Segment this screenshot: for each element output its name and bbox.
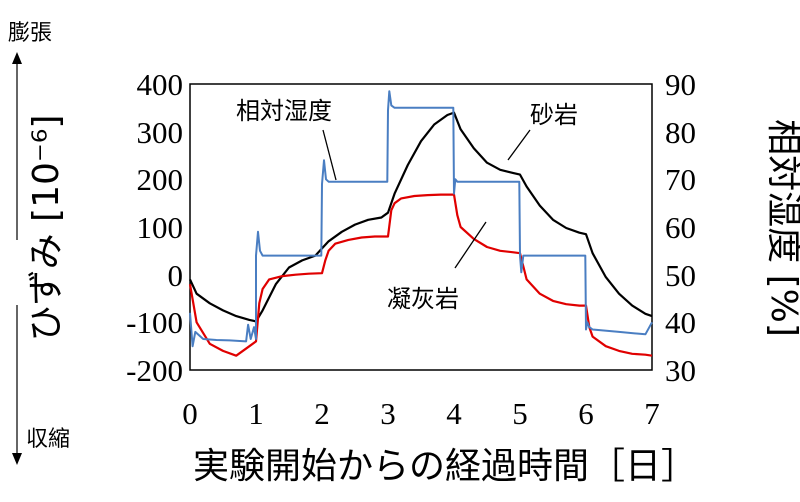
left-tick-label: 400 — [137, 67, 184, 102]
left-tick-label: 300 — [137, 115, 184, 150]
right-axis-ticks: 90 80 70 60 50 40 30 — [665, 67, 696, 388]
contraction-label: 収縮 — [26, 427, 70, 452]
left-axis-title: ひずみ [10⁻⁶] — [26, 115, 67, 342]
left-tick-label: -100 — [126, 305, 183, 340]
humidity-annotation: 相対湿度 — [236, 97, 332, 125]
right-axis-title: 相対湿度 [%] — [763, 119, 800, 337]
left-tick-label: 0 — [168, 258, 184, 293]
right-tick-label: 90 — [665, 67, 696, 102]
sandstone-annotation: 砂岩 — [530, 101, 578, 129]
x-tick-label: 2 — [314, 396, 330, 431]
tuff-leader-line — [454, 221, 487, 269]
x-tick-label: 6 — [578, 396, 594, 431]
series-line-0 — [189, 111, 653, 323]
left-tick-label: 100 — [137, 210, 184, 245]
plot-frame — [189, 83, 653, 371]
right-tick-label: 60 — [665, 210, 696, 245]
x-axis-ticks: 0 1 2 3 4 5 6 7 — [182, 396, 660, 431]
right-tick-label: 80 — [665, 115, 696, 150]
sandstone-leader-line — [507, 129, 531, 161]
series-layer — [188, 90, 653, 357]
x-tick-label: 1 — [248, 396, 264, 431]
x-tick-label: 0 — [182, 396, 198, 431]
left-tick-label: 200 — [137, 162, 184, 197]
x-tick-label: 3 — [380, 396, 396, 431]
left-axis-ticks: 400 300 200 100 0 -100 -200 — [126, 67, 183, 388]
x-tick-label: 7 — [644, 396, 660, 431]
x-tick-label: 5 — [512, 396, 528, 431]
right-tick-label: 70 — [665, 162, 696, 197]
tuff-annotation: 凝灰岩 — [387, 285, 459, 313]
right-tick-label: 30 — [665, 353, 696, 388]
right-tick-label: 50 — [665, 258, 696, 293]
x-tick-label: 4 — [446, 396, 462, 431]
left-tick-label: -200 — [126, 353, 183, 388]
expansion-arrow-icon — [12, 52, 22, 240]
contraction-arrow-icon — [12, 305, 22, 465]
right-tick-label: 40 — [665, 305, 696, 340]
humidity-leader-line — [322, 129, 337, 181]
series-line-1 — [188, 193, 653, 357]
expansion-label: 膨張 — [8, 21, 52, 46]
series-line-2 — [189, 90, 653, 348]
x-axis-title: 実験開始からの経過時間［日］ — [193, 446, 697, 487]
